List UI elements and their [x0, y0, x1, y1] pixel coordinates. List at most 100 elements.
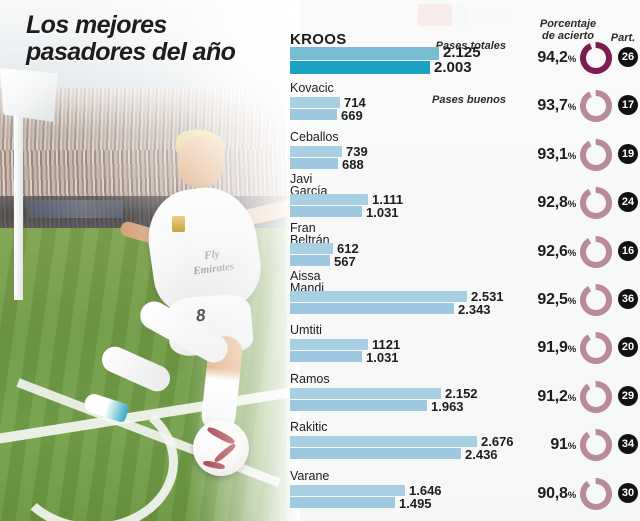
- accuracy-percentage: 94,2%: [537, 49, 576, 66]
- bar-pases-buenos: [290, 157, 338, 169]
- column-header-appearances: Part.: [610, 32, 636, 44]
- accuracy-donut-icon: [580, 187, 612, 220]
- bar-pases-totales: [290, 194, 368, 206]
- accuracy-percentage: 90,8%: [537, 484, 576, 502]
- accuracy-percentage: 93,1%: [537, 145, 576, 163]
- accuracy-donut-icon: [580, 138, 612, 171]
- bar-pases-totales: [290, 97, 340, 109]
- accuracy-donut-icon: [580, 235, 612, 268]
- legend-pases-totales: Pases totales: [435, 40, 506, 52]
- player-row: Fran Beltrán 612 567 92,6% 16: [286, 221, 640, 278]
- bar-pases-buenos: [290, 448, 461, 460]
- appearances-badge: 36: [618, 288, 638, 309]
- value-pases-totales: 2.152: [445, 385, 478, 401]
- accuracy-donut-icon: [580, 429, 612, 462]
- player-photo: FlyEmirates 8: [0, 0, 300, 521]
- bar-pases-buenos: [290, 302, 454, 314]
- bar-pases-totales: [290, 290, 467, 302]
- title-line-1: Los mejores: [26, 11, 167, 39]
- player-name: Umtiti: [290, 323, 322, 338]
- bar-pases-totales: [290, 387, 441, 399]
- player-name: KROOS: [290, 31, 347, 48]
- value-pases-buenos: 669: [341, 108, 363, 124]
- player-row: KROOS 2.125 2.003 94,2% 26: [286, 32, 640, 84]
- accuracy-percentage: 92,5%: [537, 290, 576, 308]
- value-pases-buenos: 688: [342, 156, 364, 172]
- appearances-badge: 30: [618, 482, 638, 503]
- accuracy-percentage: 92,8%: [537, 194, 576, 212]
- player-row: Aissa Mandi 2.531 2.343 92,5% 36: [286, 270, 640, 326]
- accuracy-donut-icon: [580, 90, 612, 123]
- chart-panel: Porcentaje de acierto Part. Pases totale…: [286, 0, 640, 521]
- player-row: Umtiti 1121 1.031 91,9% 20: [286, 323, 640, 374]
- value-pases-buenos: 567: [334, 253, 356, 269]
- player-name: Kovacic: [290, 81, 334, 96]
- appearances-badge: 16: [618, 240, 638, 261]
- accuracy-percentage: 91,2%: [537, 387, 576, 405]
- appearances-badge: 29: [618, 385, 638, 406]
- page-title: Los mejores pasadores del año: [26, 11, 236, 66]
- value-pases-buenos: 1.031: [366, 350, 399, 366]
- player-row: Ramos 2.152 1.963 91,2% 29: [286, 371, 640, 423]
- player-row: Rakitic 2.676 2.436 91% 34: [286, 420, 640, 471]
- value-pases-buenos: 2.343: [458, 301, 491, 317]
- value-pases-buenos: 1.495: [399, 495, 432, 511]
- player-name: Rakitic: [290, 420, 328, 435]
- accuracy-header-line-1: Porcentaje: [539, 18, 597, 30]
- bar-pases-buenos: [290, 254, 330, 266]
- value-pases-totales: 739: [346, 143, 368, 159]
- appearances-badge: 17: [618, 95, 638, 116]
- accuracy-percentage: 91,9%: [537, 339, 576, 357]
- accuracy-percentage: 92,6%: [537, 242, 576, 260]
- photo-fade-overlay: [0, 0, 300, 521]
- appearances-badge: 34: [618, 434, 638, 455]
- bar-pases-totales: [290, 339, 368, 351]
- value-pases-totales: 2.676: [481, 434, 514, 450]
- player-row: Ceballos 739 688 93,1% 19: [286, 129, 640, 181]
- bar-pases-totales: [290, 145, 342, 157]
- bar-pases-buenos: [290, 399, 427, 411]
- value-pases-totales: 612: [337, 240, 359, 256]
- accuracy-donut-icon: [580, 477, 612, 510]
- player-row: Varane 1.646 1.495 90,8% 30: [286, 468, 640, 520]
- bar-pases-buenos: [290, 496, 395, 508]
- bar-pases-buenos: [290, 206, 362, 218]
- bar-pases-totales: [290, 242, 333, 254]
- accuracy-donut-icon: [580, 332, 612, 365]
- bar-pases-buenos: [290, 351, 362, 363]
- value-pases-buenos: 1.031: [366, 205, 399, 221]
- bar-pases-totales: [290, 436, 477, 448]
- accuracy-percentage: 91%: [550, 436, 576, 454]
- appearances-badge: 20: [618, 337, 638, 358]
- bar-pases-totales: [290, 484, 405, 496]
- appearances-badge: 19: [618, 143, 638, 164]
- bar-pases-buenos: [290, 61, 430, 74]
- value-pases-buenos: 2.436: [465, 447, 498, 463]
- value-pases-totales: 1.111: [372, 192, 404, 208]
- accuracy-header-line-2: de acierto: [542, 30, 594, 42]
- accuracy-donut-icon: [580, 380, 612, 413]
- bar-pases-totales: [290, 47, 439, 60]
- value-pases-totales: 2.125: [443, 44, 481, 61]
- accuracy-donut-icon: [580, 283, 612, 316]
- value-pases-totales: 1.646: [409, 482, 442, 498]
- player-rows: KROOS 2.125 2.003 94,2% 26 Kovacic 714 669 93,7%…: [286, 32, 640, 520]
- value-pases-totales: 1121: [372, 337, 401, 353]
- accuracy-percentage: 93,7%: [537, 97, 576, 115]
- player-row: Kovacic 714 669 93,7% 17: [286, 81, 640, 132]
- player-name: Varane: [290, 468, 330, 483]
- title-line-2: pasadores del año: [26, 37, 236, 66]
- player-row: Javi García 1.111 1.031 92,8% 24: [286, 173, 640, 229]
- value-pases-totales: 2.531: [471, 288, 504, 304]
- bar-pases-buenos: [290, 109, 337, 121]
- legend-pases-buenos: Pases buenos: [432, 94, 506, 106]
- player-name: Ceballos: [290, 129, 339, 144]
- appearances-badge: 26: [618, 47, 638, 67]
- value-pases-totales: 714: [344, 95, 366, 111]
- column-header-accuracy: Porcentaje de acierto: [535, 18, 601, 42]
- accuracy-donut-icon: [580, 42, 612, 74]
- player-name: Ramos: [290, 371, 330, 386]
- appearances-badge: 24: [618, 192, 638, 213]
- value-pases-buenos: 2.003: [434, 59, 472, 76]
